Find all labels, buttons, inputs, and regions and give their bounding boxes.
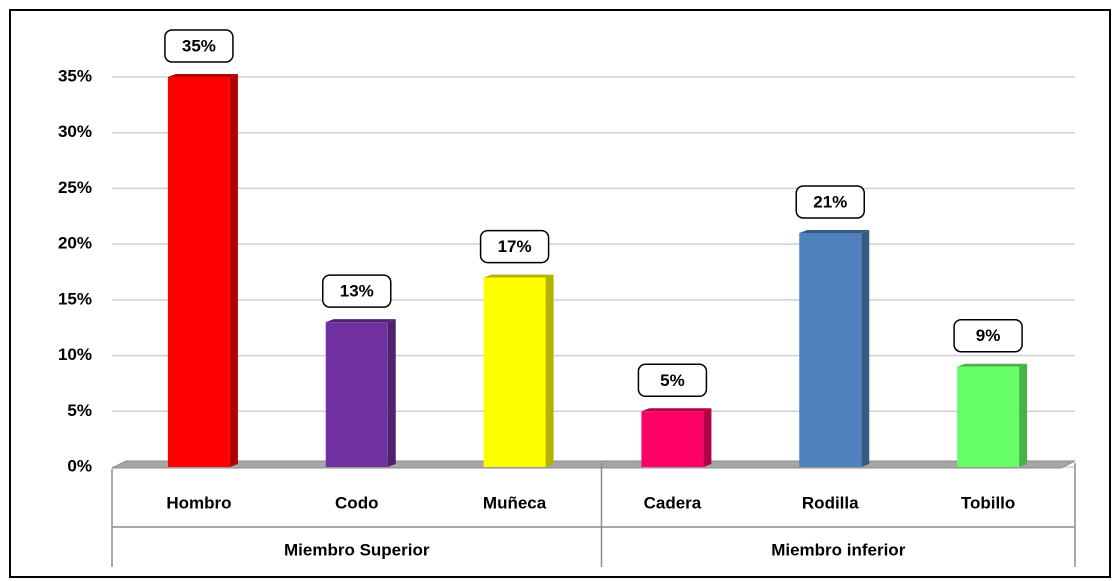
x-tick-label: Cadera — [644, 493, 702, 512]
bar-top — [957, 363, 1028, 367]
data-label: 35% — [182, 36, 216, 55]
bar — [641, 411, 704, 467]
floor — [111, 460, 1076, 469]
data-label: 9% — [976, 326, 1001, 345]
data-label-box — [637, 363, 708, 398]
bar-side — [1019, 363, 1028, 467]
x-tick-label: Tobillo — [961, 493, 1015, 512]
x-tick-label: Rodilla — [802, 493, 859, 512]
y-tick-label: 0% — [67, 456, 92, 475]
data-label: 21% — [813, 192, 847, 211]
x-tick-label: Muñeca — [483, 493, 547, 512]
bar-side — [861, 230, 870, 467]
bar-top — [799, 230, 870, 233]
y-tick-label: 25% — [58, 178, 92, 197]
bar — [167, 77, 230, 467]
bar-side — [229, 74, 238, 467]
group-label: Miembro Superior — [284, 540, 430, 559]
bar — [957, 366, 1020, 467]
bar — [483, 277, 546, 467]
group-label: Miembro inferior — [771, 540, 906, 559]
bar-top — [483, 274, 554, 278]
bar-side — [387, 319, 396, 467]
bar — [799, 233, 862, 467]
data-label-box — [322, 274, 392, 308]
bar-side — [703, 408, 712, 467]
bar-top — [167, 74, 238, 77]
y-tick-label: 15% — [58, 289, 92, 308]
data-label-box — [479, 229, 550, 264]
x-tick-label: Codo — [335, 493, 378, 512]
data-label-box — [795, 185, 865, 219]
bar — [325, 322, 388, 467]
y-tick-label: 30% — [58, 122, 92, 141]
x-tick-label: Hombro — [166, 493, 231, 512]
bar-side — [545, 274, 554, 467]
y-tick-label: 20% — [58, 234, 92, 253]
data-label-box — [164, 29, 234, 63]
y-tick-label: 10% — [58, 345, 92, 364]
data-label: 13% — [340, 282, 374, 301]
bar-top — [325, 319, 396, 323]
data-label: 17% — [498, 237, 532, 256]
bar-top — [641, 408, 712, 412]
data-label: 5% — [660, 371, 685, 390]
y-tick-label: 35% — [58, 66, 92, 85]
y-tick-label: 5% — [67, 401, 92, 420]
data-label-box — [953, 318, 1023, 353]
